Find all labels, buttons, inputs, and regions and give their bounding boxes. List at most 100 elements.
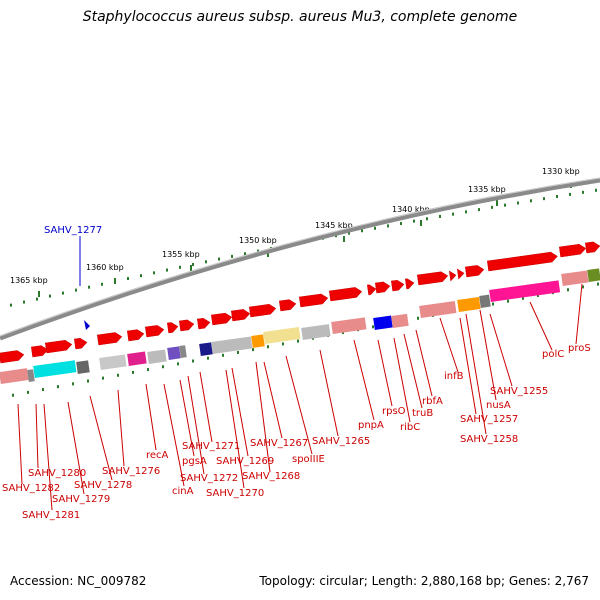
tick-dot — [492, 302, 494, 306]
gene-label: SAHV_1270 — [206, 488, 264, 499]
gene-arrow — [448, 270, 457, 282]
tick-dot — [257, 249, 259, 253]
tick-dot — [517, 201, 519, 205]
gene-arrow — [329, 287, 363, 302]
gene-arrow — [167, 322, 179, 334]
gene-feature-box — [0, 368, 29, 384]
tick-label: 1340 kbp — [392, 205, 430, 214]
gene-arrow — [405, 278, 415, 290]
gene-arrow — [456, 268, 465, 280]
tick-dot — [282, 342, 284, 346]
label-leader-line — [439, 317, 459, 373]
label-leaders — [17, 236, 583, 511]
gene-label: SAHV_1255 — [490, 386, 548, 397]
gene-label: ribC — [400, 422, 420, 433]
tick-label: 1335 kbp — [468, 185, 506, 194]
tick-dot — [504, 203, 506, 207]
tick-dot — [88, 285, 90, 289]
genome-backbone — [0, 177, 600, 341]
tick-dot — [117, 373, 119, 377]
label-leader-line — [231, 367, 249, 457]
major-tick — [496, 200, 498, 206]
label-leader-line — [225, 369, 245, 489]
major-tick — [114, 278, 116, 284]
tick-label: 1350 kbp — [239, 236, 277, 245]
tick-dot — [522, 296, 524, 300]
label-leader-line — [263, 361, 283, 439]
major-tick — [190, 265, 192, 271]
tick-dot — [42, 388, 44, 392]
label-leader-line — [529, 301, 553, 351]
gene-feature-box — [419, 301, 457, 318]
gene-arrow — [74, 337, 88, 350]
tick-dot — [218, 257, 220, 261]
tick-dot — [72, 382, 74, 386]
gene-feature-box — [211, 336, 253, 354]
label-leader-line — [179, 379, 195, 457]
tick-dot — [166, 268, 168, 272]
tick-dot — [537, 293, 539, 297]
tick-dot — [49, 294, 51, 298]
gene-feature-box — [457, 296, 481, 312]
tick-dot — [556, 195, 558, 199]
tick-dot — [10, 303, 12, 307]
tick-dots — [10, 188, 599, 397]
label-leader-line — [377, 339, 393, 407]
tick-dot — [413, 219, 415, 223]
gene-label: rpsO — [382, 406, 406, 417]
gene-label: SAHV_1265 — [312, 436, 370, 447]
label-leader-line — [575, 283, 583, 345]
label-leader-line — [285, 355, 313, 455]
gene-arrow — [559, 244, 587, 258]
tick-dot — [400, 222, 402, 225]
tick-dot — [237, 350, 239, 354]
gene-label: SAHV_1272 — [180, 473, 238, 484]
major-tick — [38, 291, 40, 297]
gene-label: SAHV_1267 — [250, 438, 308, 449]
tick-dot — [179, 265, 181, 269]
tick-dot — [567, 288, 569, 292]
accession-text: Accession: NC_009782 — [10, 574, 147, 588]
tick-dot — [12, 393, 14, 397]
tick-dot — [374, 226, 376, 230]
tick-dot — [205, 260, 207, 264]
label-leader-line — [393, 337, 411, 423]
gene-arrow — [145, 325, 165, 338]
gene-label: pnpA — [358, 420, 384, 431]
major-tick — [420, 220, 422, 226]
gene-feature-box — [301, 324, 331, 340]
gene-arrow — [279, 299, 297, 312]
tick-dot — [297, 339, 299, 343]
map-title: Staphylococcus aureus subsp. aureus Mu3,… — [82, 9, 518, 25]
gene-label: SAHV_1268 — [242, 471, 300, 482]
label-leader-line — [145, 383, 157, 451]
gene-feature-box — [199, 342, 213, 356]
tick-dot — [372, 325, 374, 329]
gene-label: SAHV_1276 — [102, 466, 160, 477]
gene-label: SAHV_1271 — [182, 441, 240, 452]
tick-dot — [267, 345, 269, 349]
gene-arrow — [231, 309, 251, 322]
tick-labels: 1365 kbp 1360 kbp 1355 kbp 1350 kbp 1345 kbp… — [10, 167, 580, 285]
tick-dot — [252, 348, 254, 352]
gene-arrow — [367, 284, 377, 296]
label-leader-line — [465, 313, 487, 435]
tick-dot — [530, 199, 532, 203]
gene-arrow — [417, 271, 449, 286]
tick-dot — [478, 208, 480, 212]
gene-features — [0, 241, 600, 384]
tick-dot — [192, 359, 194, 363]
tick-dot — [177, 362, 179, 366]
label-leader-line — [43, 403, 53, 511]
tick-dot — [387, 224, 389, 228]
gene-label: spoIIIE — [292, 454, 325, 465]
tick-dot — [582, 285, 584, 289]
gene-feature-box — [33, 360, 77, 378]
tick-dot — [62, 291, 64, 295]
gene-label: SAHV_1279 — [52, 494, 110, 505]
gene-feature-box — [479, 294, 491, 308]
tick-dot — [595, 188, 597, 192]
gene-labels: SAHV_1277 SAHV_1280 SAHV_1282 SAHV_1281 SAHV… — [2, 225, 591, 521]
gene-arrow — [211, 312, 233, 326]
